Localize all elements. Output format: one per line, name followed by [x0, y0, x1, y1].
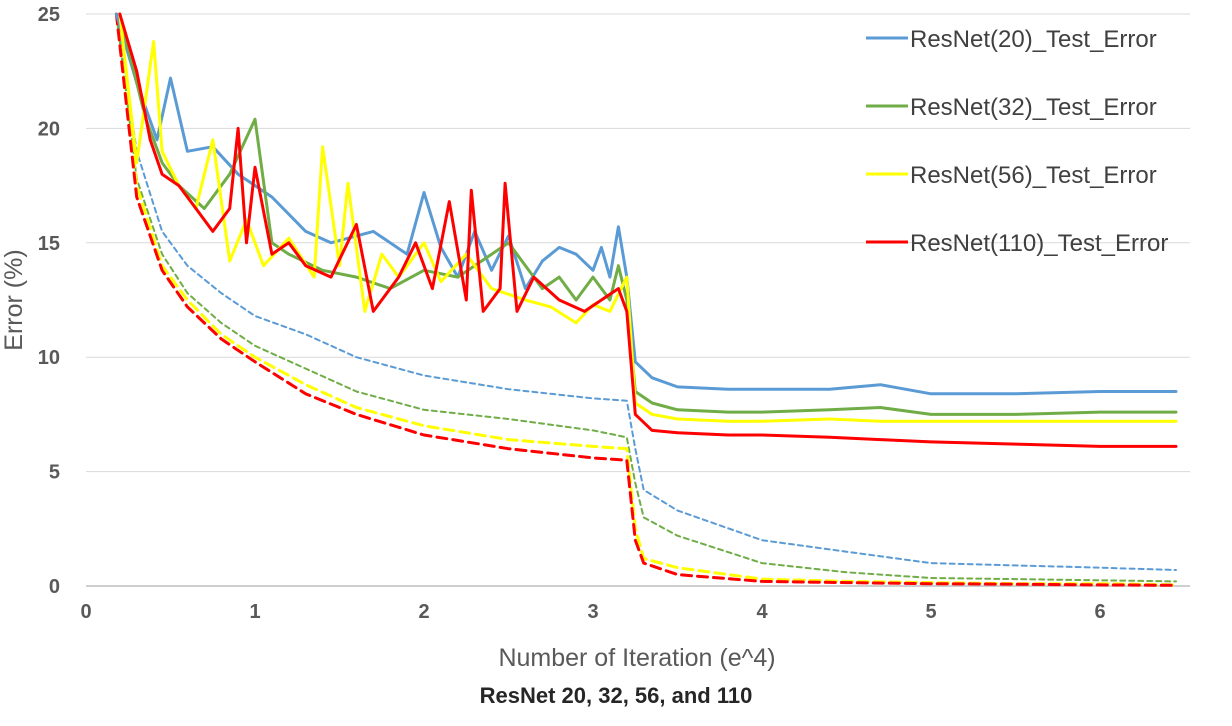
y-tick-label: 5: [49, 462, 60, 484]
x-tick-label: 3: [587, 601, 598, 623]
y-tick-label: 20: [38, 118, 60, 140]
legend-label: ResNet(110)_Test_Error: [910, 230, 1168, 257]
x-tick-label: 5: [925, 601, 936, 623]
y-axis-title: Error (%): [0, 249, 28, 350]
legend-label: ResNet(56)_Test_Error: [910, 162, 1157, 189]
x-tick-label: 0: [80, 601, 91, 623]
x-axis-title: Number of Iteration (e^4): [498, 644, 775, 672]
y-tick-labels: 0 5 10 15 20 25: [38, 4, 60, 598]
x-tick-labels: 0 1 2 3 4 5 6: [80, 601, 1105, 623]
y-tick-label: 25: [38, 4, 60, 26]
y-tick-label: 10: [38, 347, 60, 369]
series-line-resnet-56-test-error: [120, 14, 1176, 421]
series-line-resnet-32-test-error: [120, 14, 1176, 414]
series-line-resnet-20-test-error: [116, 14, 1176, 394]
x-tick-label: 2: [418, 601, 429, 623]
y-tick-label: 0: [49, 576, 60, 598]
x-tick-label: 4: [756, 601, 768, 623]
legend-label: ResNet(20)_Test_Error: [910, 26, 1157, 53]
x-tick-label: 1: [249, 601, 260, 623]
legend: ResNet(20)_Test_Error ResNet(32)_Test_Err…: [866, 26, 1168, 257]
y-tick-label: 15: [38, 233, 60, 255]
x-tick-label: 6: [1094, 601, 1105, 623]
chart-caption: ResNet 20, 32, 56, and 110: [480, 683, 753, 708]
legend-label: ResNet(32)_Test_Error: [910, 94, 1157, 121]
